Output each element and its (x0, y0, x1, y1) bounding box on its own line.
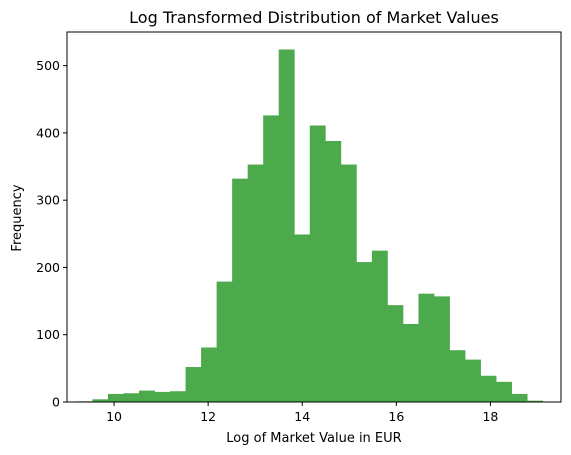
histogram-bar-21 (402, 323, 419, 402)
histogram-bar-2 (107, 393, 124, 402)
histogram-bar-16 (325, 140, 342, 402)
histogram-bar-20 (387, 305, 404, 402)
histogram-bar-18 (356, 262, 373, 402)
histogram-bar-13 (278, 49, 295, 403)
histogram-bar-11 (247, 164, 264, 402)
histogram-bar-26 (480, 375, 497, 402)
histogram-bar-17 (340, 164, 357, 402)
histogram-bar-27 (496, 381, 512, 402)
histogram-bar-6 (170, 391, 186, 402)
x-axis-label: Log of Market Value in EUR (226, 431, 401, 446)
histogram-bar-19 (371, 250, 388, 402)
plot-frame (66, 31, 562, 403)
x-tick-label-0: 10 (106, 409, 122, 424)
y-tick-label-2: 200 (36, 260, 60, 275)
histogram-bar-28 (511, 393, 528, 402)
histogram-bar-24 (449, 350, 466, 402)
y-tick-label-1: 100 (36, 327, 60, 342)
x-tick-label-4: 18 (482, 409, 498, 424)
histogram-bar-23 (433, 296, 450, 402)
x-tick-label-2: 14 (294, 409, 310, 424)
histogram-bar-12 (263, 115, 280, 402)
histogram-bar-10 (232, 178, 249, 402)
y-tick-label-0: 0 (52, 395, 60, 410)
histogram-bar-25 (465, 359, 481, 402)
histogram-bars (76, 49, 544, 403)
histogram-bar-7 (185, 367, 202, 402)
histogram-bar-4 (138, 390, 155, 402)
y-tick-label-3: 300 (36, 193, 60, 208)
y-tick-label-5: 500 (36, 58, 60, 73)
histogram-bar-9 (216, 281, 233, 402)
histogram-bar-29 (527, 400, 544, 402)
y-axis-label: Frequency (10, 184, 25, 251)
histogram-bar-22 (418, 293, 435, 402)
histogram-bar-15 (309, 125, 326, 402)
x-tick-label-1: 12 (200, 409, 216, 424)
x-tick-label-3: 16 (388, 409, 404, 424)
y-tick-label-4: 400 (36, 125, 60, 140)
chart-title: Log Transformed Distribution of Market V… (129, 8, 499, 27)
histogram-bar-3 (123, 393, 140, 402)
histogram-bar-5 (154, 391, 171, 402)
histogram-bar-8 (201, 347, 218, 402)
x-axis-ticks: 10 12 14 16 18 (106, 402, 498, 424)
histogram-bar-1 (92, 399, 109, 402)
y-axis-ticks: 0 100 200 300 400 500 (36, 58, 67, 410)
histogram-bar-14 (294, 234, 311, 402)
